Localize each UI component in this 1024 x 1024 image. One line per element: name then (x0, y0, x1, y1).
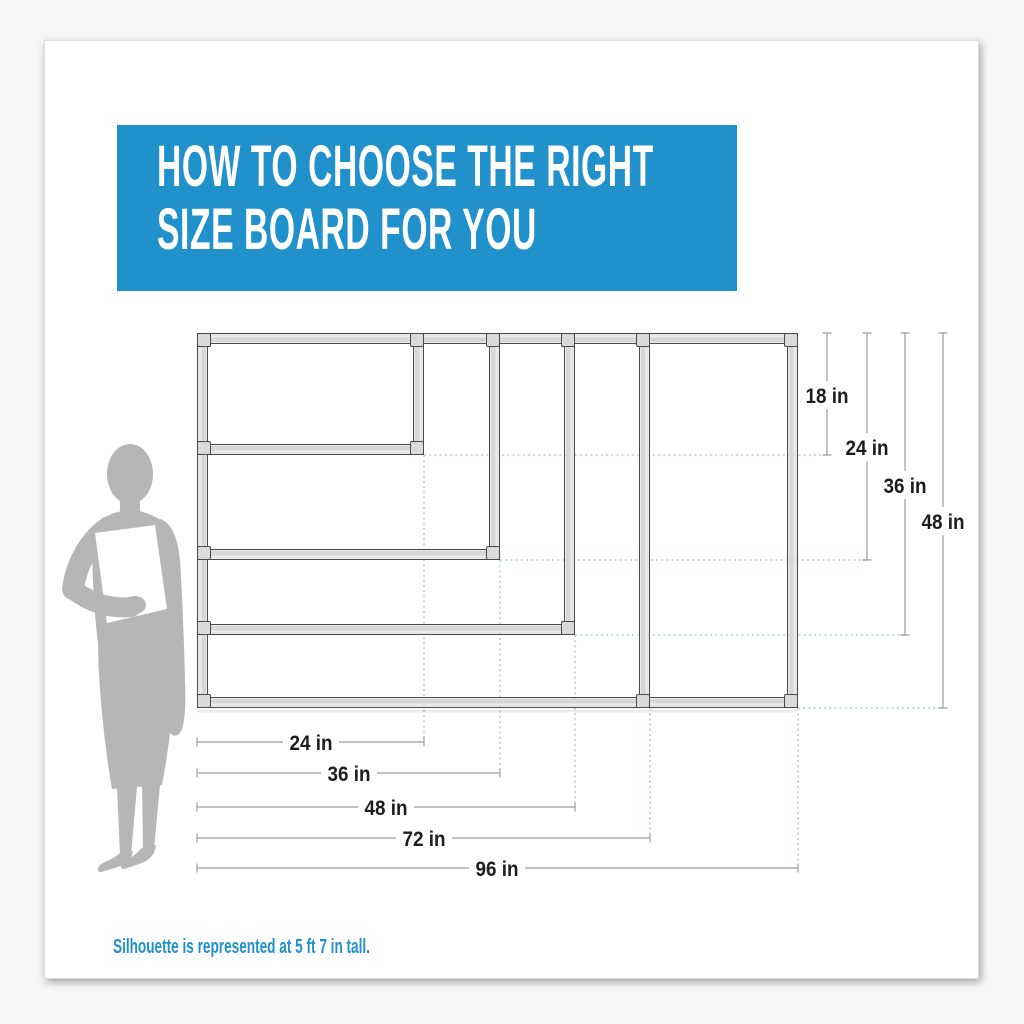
height-dimension-lines: 18 in 24 in 36 in 48 in (799, 332, 971, 709)
silhouette-left-shoe (97, 851, 133, 872)
board-frame-24x18 (197, 333, 424, 455)
dotted-vertical-guides (423, 455, 799, 864)
silhouette-right-shoe (120, 845, 156, 869)
height-dim-label-18in: 18 in (806, 385, 849, 408)
width-dimension-lines: 24 in 36 in 48 in 72 in 96 in (196, 728, 799, 882)
silhouette-right-leg (142, 785, 160, 849)
silhouette-head (107, 444, 153, 504)
header-banner: HOW TO CHOOSE THE RIGHT SIZE BOARD FOR Y… (117, 125, 737, 291)
silhouette-height-note: Silhouette is represented at 5 ft 7 in t… (113, 936, 370, 958)
silhouette-hanging-arm (155, 519, 186, 736)
silhouette-skirt (98, 635, 177, 789)
page-title: HOW TO CHOOSE THE RIGHT SIZE BOARD FOR Y… (157, 135, 654, 261)
silhouette-left-leg (117, 787, 137, 855)
dotted-horizontal-guides (424, 454, 943, 709)
page-title-line2: SIZE BOARD FOR YOU (157, 197, 537, 262)
board-frame-48x36 (197, 333, 575, 635)
silhouette-neck (120, 493, 140, 515)
width-dim-label-24in: 24 in (290, 732, 333, 755)
width-dim-label-72in: 72 in (403, 828, 446, 851)
page-title-line1: HOW TO CHOOSE THE RIGHT (157, 134, 654, 199)
width-dim-label-96in: 96 in (476, 858, 519, 881)
height-dim-label-48in: 48 in (922, 511, 965, 534)
height-dim-label-36in: 36 in (884, 475, 927, 498)
silhouette-hand (124, 596, 146, 614)
person-silhouette (62, 444, 186, 872)
width-dim-label-36in: 36 in (328, 763, 371, 786)
height-dim-label-24in: 24 in (846, 437, 889, 460)
width-dim-label-48in: 48 in (365, 797, 408, 820)
